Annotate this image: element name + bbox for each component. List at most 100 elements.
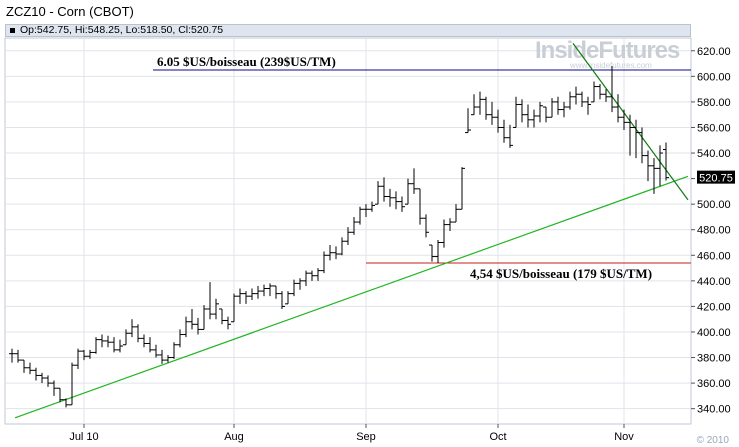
ohlc-bar xyxy=(381,177,387,202)
ohlc-bar xyxy=(75,348,81,370)
ohlc-bar xyxy=(255,285,261,299)
ohlc-bar xyxy=(231,293,237,323)
ohlc-bar xyxy=(441,219,447,248)
grid-lines xyxy=(5,38,691,424)
ohlc-bar xyxy=(105,335,111,348)
ohlc-bar xyxy=(405,178,411,205)
ohlc-bar xyxy=(585,96,591,115)
ohlc-bar xyxy=(183,316,189,338)
ohlc-bar xyxy=(153,344,159,358)
ohlc-bar xyxy=(579,91,585,108)
ohlc-bar xyxy=(207,282,213,320)
uptrend-line xyxy=(14,175,689,419)
ohlc-bar xyxy=(435,239,441,263)
ohlc-bar xyxy=(489,101,495,125)
ohlc-bar xyxy=(495,109,501,133)
y-tick-label: 460.00 xyxy=(697,250,731,262)
last-price-label: 520.75 xyxy=(699,173,733,185)
ohlc-bar xyxy=(93,337,99,354)
ohlc-bar xyxy=(267,283,273,297)
ohlc-bar xyxy=(345,227,351,246)
y-tick-label: 340.00 xyxy=(697,404,731,416)
ohlc-bar xyxy=(453,204,459,223)
ohlc-bar xyxy=(549,98,555,118)
ohlc-bar xyxy=(519,99,525,123)
ohlc-bar xyxy=(21,359,27,373)
ohlc-bar xyxy=(237,288,243,304)
insidefutures-watermark: InsideFutures www.insidefutures.com xyxy=(535,37,681,70)
ohlc-bar xyxy=(141,334,147,348)
ohlc-bar xyxy=(81,349,87,361)
ohlc-bar xyxy=(63,398,69,408)
ohlc-bar xyxy=(285,291,291,305)
ohlc-bar xyxy=(537,101,543,123)
ohlc-bar xyxy=(87,349,93,359)
last-price-box-bg xyxy=(697,170,735,184)
ohlc-bar xyxy=(351,216,357,235)
ohlc-bar xyxy=(357,206,363,225)
ohlc-bar xyxy=(27,362,33,375)
ohlc-bar xyxy=(249,288,255,301)
chart-title: ZCZ10 - Corn (CBOT) xyxy=(6,4,134,19)
ohlc-bar xyxy=(609,66,615,113)
ohlc-bar xyxy=(219,308,225,325)
ohlc-bar xyxy=(447,218,453,231)
ohlc-bar xyxy=(591,81,597,103)
x-tick-label: Sep xyxy=(356,431,376,443)
ohlc-bar xyxy=(651,158,657,194)
ohlc-bar xyxy=(393,191,399,210)
ohlc-bar xyxy=(261,284,267,297)
ohlc-bar xyxy=(501,119,507,143)
ohlc-bar xyxy=(603,89,609,102)
ohlc-bar xyxy=(465,108,471,134)
y-tick-label: 580.00 xyxy=(697,97,731,109)
y-tick-label: 560.00 xyxy=(697,122,731,134)
y-tick-label: 360.00 xyxy=(697,378,731,390)
ohlc-bar xyxy=(15,349,21,363)
ohlc-bar xyxy=(111,337,117,353)
ohlc-bar xyxy=(171,342,177,359)
ohlc-bar xyxy=(303,270,309,286)
x-axis-ticks: Jul 10 Aug Sep Oct Nov xyxy=(69,424,634,443)
ohlc-bar xyxy=(195,317,201,335)
ohlc-bar xyxy=(657,145,663,187)
ohlc-bar xyxy=(327,245,333,261)
ohlc-bar xyxy=(213,298,219,320)
ohlc-bar xyxy=(9,348,15,363)
ohlc-bar xyxy=(423,214,429,238)
ohlc-bar xyxy=(507,124,513,148)
ohlc-bar xyxy=(225,316,231,330)
footer-text: © 2010 xyxy=(696,435,729,446)
ohlc-bar xyxy=(561,101,567,118)
ohlc-bar xyxy=(333,246,339,260)
ohlc-bar xyxy=(273,285,279,299)
ohlc-bar xyxy=(243,291,249,304)
y-axis-ticks: 340.00 360.00 380.00 400.00 420.00 440.00 460.… xyxy=(691,46,731,416)
ohlc-bar xyxy=(459,167,465,210)
watermark-url: www.insidefutures.com xyxy=(569,61,652,70)
y-tick-label: 380.00 xyxy=(697,353,731,365)
ohlc-bar xyxy=(639,127,645,164)
ohlc-bar xyxy=(615,94,621,123)
y-tick-label: 620.00 xyxy=(697,46,731,58)
ohlc-bar xyxy=(555,96,561,115)
ohlc-bar xyxy=(279,291,285,309)
ohlc-bar xyxy=(99,334,105,348)
ohlc-bar xyxy=(297,278,303,290)
ohlc-bar xyxy=(411,168,417,194)
ohlc-bar xyxy=(621,109,627,131)
y-tick-label: 600.00 xyxy=(697,71,731,83)
ohlc-bar xyxy=(471,94,477,116)
x-tick-label: Oct xyxy=(489,431,506,443)
ohlc-bar xyxy=(117,339,123,353)
resistance-label: 6.05 $US/boisseau (239$US/TM) xyxy=(157,54,336,69)
ohlc-values: Op:542.75, Hi:548.25, Lo:518.50, Cl:520.… xyxy=(20,24,224,36)
ohlc-bar xyxy=(543,106,549,123)
ohlc-bar xyxy=(525,104,531,128)
ohlc-bar xyxy=(129,319,135,338)
ohlc-bar xyxy=(177,329,183,348)
ohlc-bar xyxy=(315,268,321,281)
ohlc-bar xyxy=(597,84,603,100)
